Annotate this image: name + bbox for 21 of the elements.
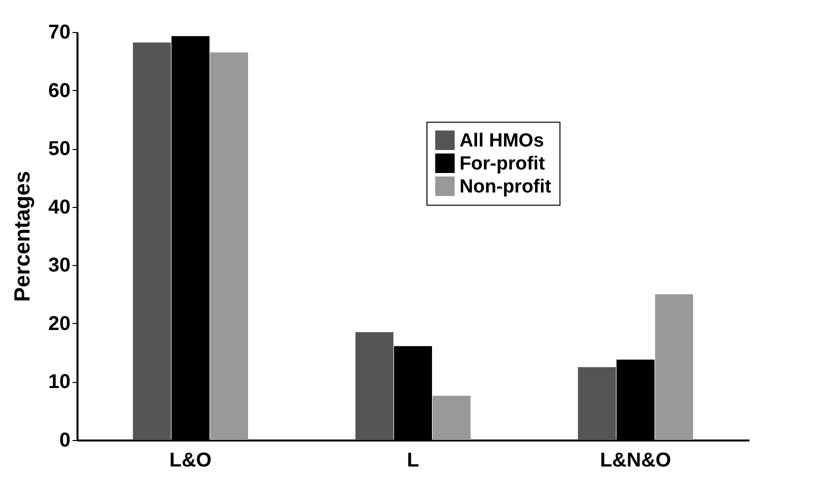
y-tick-label: 60 <box>48 80 70 102</box>
x-tick-label: L&N&O <box>600 450 672 472</box>
y-tick-label: 70 <box>48 22 70 44</box>
y-tick-label: 40 <box>48 196 70 218</box>
bar <box>210 52 248 440</box>
bar <box>578 367 616 440</box>
y-tick-label: 50 <box>48 138 70 160</box>
y-tick-label: 30 <box>48 254 70 277</box>
x-tick-label: L <box>406 450 420 472</box>
bar <box>355 332 394 440</box>
legend-label: All HMOs <box>459 130 544 152</box>
y-tick-label: 20 <box>48 312 70 335</box>
bar <box>132 42 171 440</box>
bar <box>655 294 694 440</box>
y-tick-label: 0 <box>59 430 70 452</box>
y-axis-title: Percentages <box>9 171 34 302</box>
y-tick-label: 10 <box>48 371 70 394</box>
bar <box>432 396 471 440</box>
x-tick-label: L&O <box>169 450 212 472</box>
legend-label: Non-profit <box>459 176 552 198</box>
legend-label: For-profit <box>459 153 546 174</box>
